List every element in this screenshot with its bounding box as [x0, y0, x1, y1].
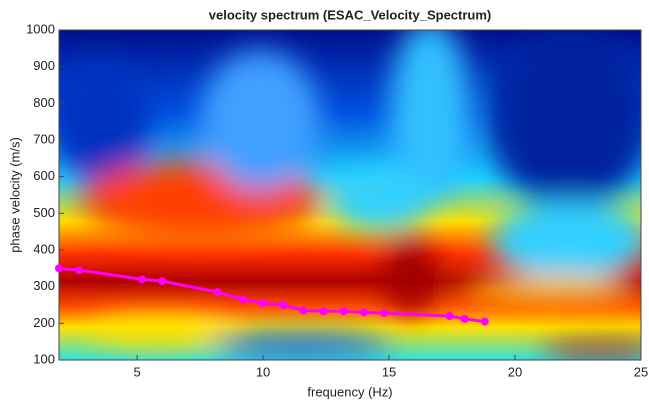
series-point — [380, 309, 389, 318]
y-tick-label: 500 — [33, 205, 55, 220]
x-tick-label: 5 — [133, 364, 140, 379]
series-point — [158, 277, 167, 286]
heatmap — [59, 30, 641, 360]
plot-frame — [58, 29, 642, 361]
series-point — [480, 317, 489, 326]
series-point — [460, 314, 469, 323]
series-point — [299, 306, 308, 315]
y-tick-label: 700 — [33, 131, 55, 146]
x-tick-label: 25 — [634, 364, 648, 379]
y-tick-label: 1000 — [26, 21, 55, 36]
x-tick-label: 20 — [508, 364, 522, 379]
y-axis-label: phase velocity (m/s) — [7, 137, 22, 253]
y-tick-label: 400 — [33, 241, 55, 256]
series-point — [339, 307, 348, 316]
series-line — [58, 266, 485, 323]
series-point — [319, 307, 328, 316]
y-tick-label: 900 — [33, 58, 55, 73]
y-tick-label: 800 — [33, 95, 55, 110]
series-point — [213, 288, 222, 297]
series-point — [75, 266, 84, 275]
y-tick-label: 100 — [33, 351, 55, 366]
series-point — [138, 275, 147, 284]
x-tick-label: 10 — [256, 364, 270, 379]
y-tick-label: 200 — [33, 315, 55, 330]
series-point — [445, 312, 454, 320]
series-point — [238, 295, 247, 304]
y-tick-label: 600 — [33, 168, 55, 183]
series-point — [55, 264, 63, 273]
chart-title: velocity spectrum (ESAC_Velocity_Spectru… — [209, 7, 492, 22]
series-point — [279, 301, 288, 309]
series-point — [359, 308, 368, 317]
x-axis-label: frequency (Hz) — [307, 384, 392, 399]
series-point — [259, 299, 268, 308]
x-tick-label: 15 — [382, 364, 396, 379]
y-tick-label: 300 — [33, 278, 55, 293]
